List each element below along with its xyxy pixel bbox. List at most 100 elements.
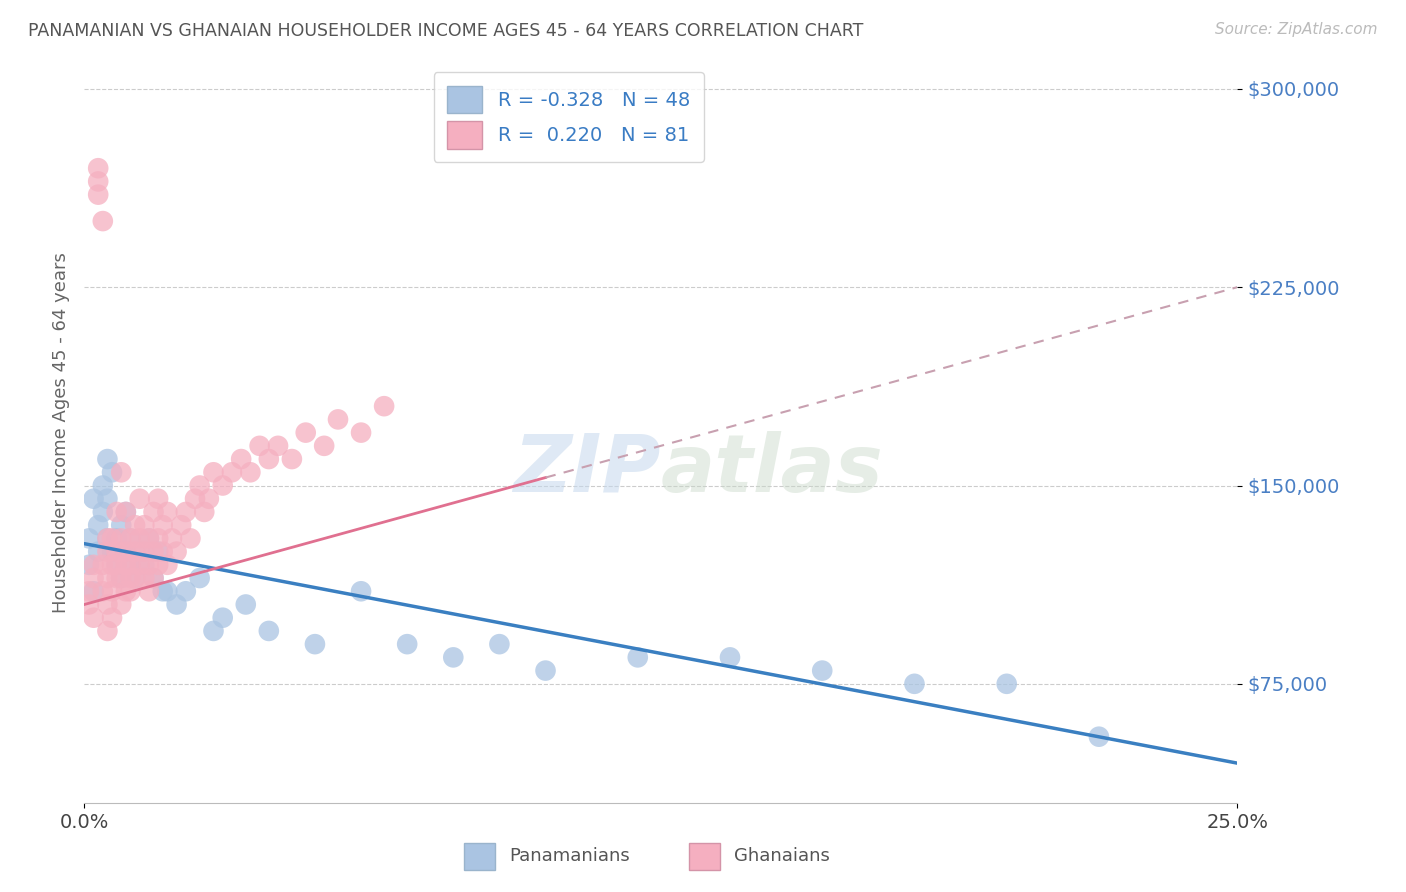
Text: ZIP: ZIP <box>513 431 661 508</box>
Point <box>138 558 160 572</box>
Point <box>115 505 138 519</box>
Point <box>115 584 138 599</box>
Point <box>83 610 105 624</box>
Text: Ghanaians: Ghanaians <box>734 847 830 865</box>
Point <box>87 544 110 558</box>
Point <box>152 518 174 533</box>
Point <box>198 491 221 506</box>
Point <box>105 544 128 558</box>
Point <box>142 571 165 585</box>
Point <box>124 571 146 585</box>
Point <box>188 571 211 585</box>
Text: PANAMANIAN VS GHANAIAN HOUSEHOLDER INCOME AGES 45 - 64 YEARS CORRELATION CHART: PANAMANIAN VS GHANAIAN HOUSEHOLDER INCOM… <box>28 22 863 40</box>
Point <box>174 584 197 599</box>
Point <box>91 214 114 228</box>
Point <box>124 571 146 585</box>
Point <box>91 478 114 492</box>
Point <box>115 544 138 558</box>
Point <box>156 505 179 519</box>
Point <box>718 650 741 665</box>
Point <box>105 505 128 519</box>
Point <box>142 571 165 585</box>
Point <box>903 677 925 691</box>
Legend: R = -0.328   N = 48, R =  0.220   N = 81: R = -0.328 N = 48, R = 0.220 N = 81 <box>433 72 703 162</box>
Point <box>350 425 373 440</box>
Point <box>134 544 156 558</box>
Point <box>152 584 174 599</box>
Point <box>156 584 179 599</box>
Point <box>110 571 132 585</box>
Point <box>188 478 211 492</box>
Point <box>105 532 128 546</box>
Point <box>120 571 142 585</box>
Point <box>77 558 100 572</box>
Point <box>193 505 215 519</box>
Point <box>124 518 146 533</box>
Point <box>101 584 124 599</box>
Point <box>350 584 373 599</box>
Point <box>96 452 118 467</box>
Point <box>120 532 142 546</box>
Point <box>304 637 326 651</box>
Point <box>134 558 156 572</box>
Point <box>152 544 174 558</box>
Point <box>235 598 257 612</box>
Point <box>249 439 271 453</box>
Point <box>211 610 233 624</box>
Text: Source: ZipAtlas.com: Source: ZipAtlas.com <box>1215 22 1378 37</box>
Point <box>184 491 207 506</box>
Point <box>77 584 100 599</box>
Point <box>239 465 262 479</box>
Point <box>87 174 110 188</box>
Point <box>160 532 183 546</box>
Point <box>77 598 100 612</box>
Point <box>202 465 225 479</box>
Text: atlas: atlas <box>661 431 883 508</box>
Point <box>77 532 100 546</box>
Point <box>83 491 105 506</box>
Point <box>115 505 138 519</box>
Point <box>96 598 118 612</box>
Point <box>441 650 464 665</box>
Point <box>110 465 132 479</box>
Point <box>96 532 118 546</box>
Point <box>281 452 304 467</box>
Point <box>96 624 118 638</box>
Point <box>83 558 105 572</box>
Point <box>138 532 160 546</box>
Point <box>96 491 118 506</box>
Point <box>87 518 110 533</box>
Point <box>995 677 1018 691</box>
Point <box>87 187 110 202</box>
Point <box>96 532 118 546</box>
Point <box>179 532 201 546</box>
Point <box>105 558 128 572</box>
Point <box>83 584 105 599</box>
Text: Panamanians: Panamanians <box>509 847 630 865</box>
Point <box>134 518 156 533</box>
Point <box>96 544 118 558</box>
Point <box>174 505 197 519</box>
Point <box>221 465 243 479</box>
Point <box>146 558 169 572</box>
Point <box>120 584 142 599</box>
Point <box>231 452 253 467</box>
Point <box>146 491 169 506</box>
Point <box>257 452 280 467</box>
Point <box>101 532 124 546</box>
Point <box>811 664 834 678</box>
Point <box>128 532 150 546</box>
Point <box>142 544 165 558</box>
Point <box>115 544 138 558</box>
Point <box>101 558 124 572</box>
Point <box>120 558 142 572</box>
Point <box>170 518 193 533</box>
Point <box>166 544 188 558</box>
Point <box>211 478 233 492</box>
Point <box>101 544 124 558</box>
Point <box>110 532 132 546</box>
Point <box>314 439 336 453</box>
Point <box>156 558 179 572</box>
Y-axis label: Householder Income Ages 45 - 64 years: Householder Income Ages 45 - 64 years <box>52 252 70 613</box>
Point <box>105 571 128 585</box>
